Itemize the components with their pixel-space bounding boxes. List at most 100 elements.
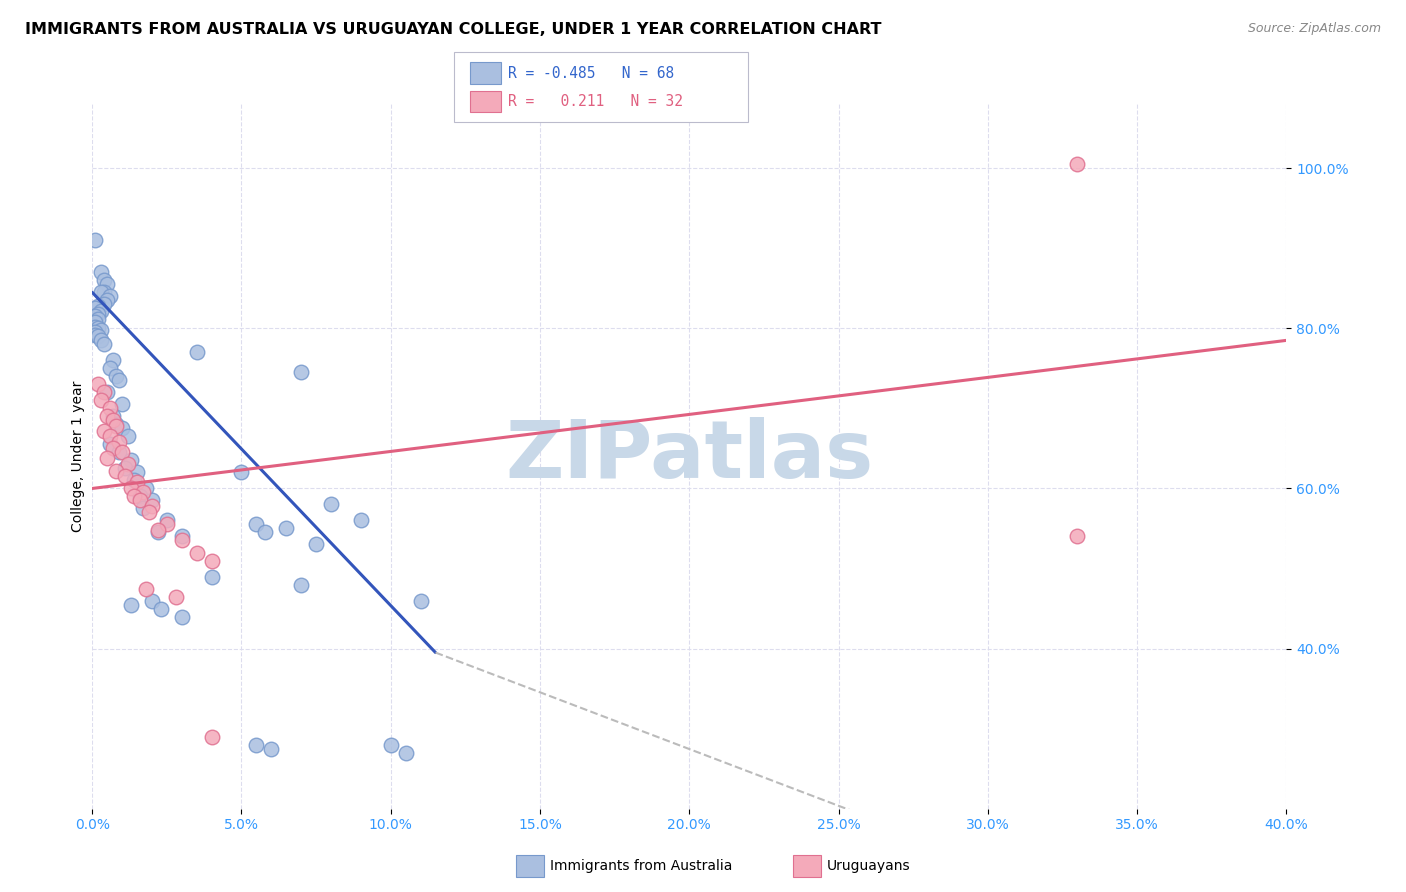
Point [108,373,131,387]
Text: R = -0.485   N = 68: R = -0.485 N = 68 [508,66,673,80]
Point [84,326,107,340]
Point [290,577,312,591]
Point [101,442,124,456]
Point [87,311,110,326]
Point [231,466,253,480]
Point [186,345,208,359]
Point [90,334,112,348]
Point [98,429,121,443]
Point [96,293,118,308]
Point [84,327,107,342]
Point [96,409,118,424]
Text: IMMIGRANTS FROM AUSTRALIA VS URUGUAYAN COLLEGE, UNDER 1 YEAR CORRELATION CHART: IMMIGRANTS FROM AUSTRALIA VS URUGUAYAN C… [25,22,882,37]
Point [108,445,131,459]
Point [409,593,432,607]
Point [87,321,110,335]
Point [141,493,163,508]
Point [90,393,112,408]
Point [93,424,115,438]
Point [105,369,128,384]
Point [129,493,152,508]
Text: Immigrants from Australia: Immigrants from Australia [550,859,733,873]
Point [1066,529,1088,543]
Point [98,401,121,416]
Point [129,490,152,504]
Point [87,377,110,392]
Point [96,277,118,292]
Point [93,337,115,351]
Point [138,506,160,520]
Point [201,730,224,744]
Point [201,569,224,583]
Point [114,469,136,483]
Point [105,464,128,478]
Point [395,746,418,760]
Point [96,450,118,465]
Point [96,385,118,400]
Point [98,289,121,303]
Point [350,514,373,528]
Point [1066,157,1088,171]
Text: ZIPatlas: ZIPatlas [505,417,873,495]
Text: Uruguayans: Uruguayans [827,859,910,873]
Point [146,523,169,537]
Point [122,490,145,504]
Point [141,593,163,607]
Point [122,474,145,488]
Point [117,458,139,472]
Point [120,453,142,467]
Point [170,609,193,624]
Point [149,601,172,615]
Point [117,429,139,443]
Point [101,353,124,368]
Point [105,417,128,432]
Point [125,475,148,489]
Point [84,233,107,247]
Point [101,409,124,424]
Point [84,319,107,334]
Point [132,485,155,500]
Point [135,582,157,596]
Point [93,273,115,287]
Point [305,537,328,551]
Point [87,329,110,343]
Point [276,521,298,535]
Point [111,421,134,435]
Point [87,299,110,313]
Point [105,419,128,434]
Point [90,303,112,318]
Point [380,738,402,752]
Point [254,525,277,540]
Point [87,307,110,321]
Point [111,445,134,459]
Point [260,741,283,756]
Point [125,466,148,480]
Point [93,385,115,400]
Point [156,517,179,532]
Point [90,285,112,300]
Point [201,553,224,567]
Point [156,514,179,528]
Point [111,397,134,411]
Point [141,499,163,513]
Point [186,545,208,559]
Point [84,315,107,329]
Point [132,501,155,516]
Point [120,482,142,496]
Point [93,285,115,300]
Y-axis label: College, Under 1 year: College, Under 1 year [72,381,86,533]
Point [165,590,187,604]
Point [120,598,142,612]
Point [170,529,193,543]
Point [90,323,112,337]
Point [245,738,267,752]
Point [290,365,312,379]
Point [93,297,115,311]
Point [98,361,121,376]
Point [101,413,124,427]
Text: Source: ZipAtlas.com: Source: ZipAtlas.com [1247,22,1381,36]
Point [98,437,121,451]
Point [245,517,267,532]
Point [84,310,107,324]
Point [90,265,112,279]
